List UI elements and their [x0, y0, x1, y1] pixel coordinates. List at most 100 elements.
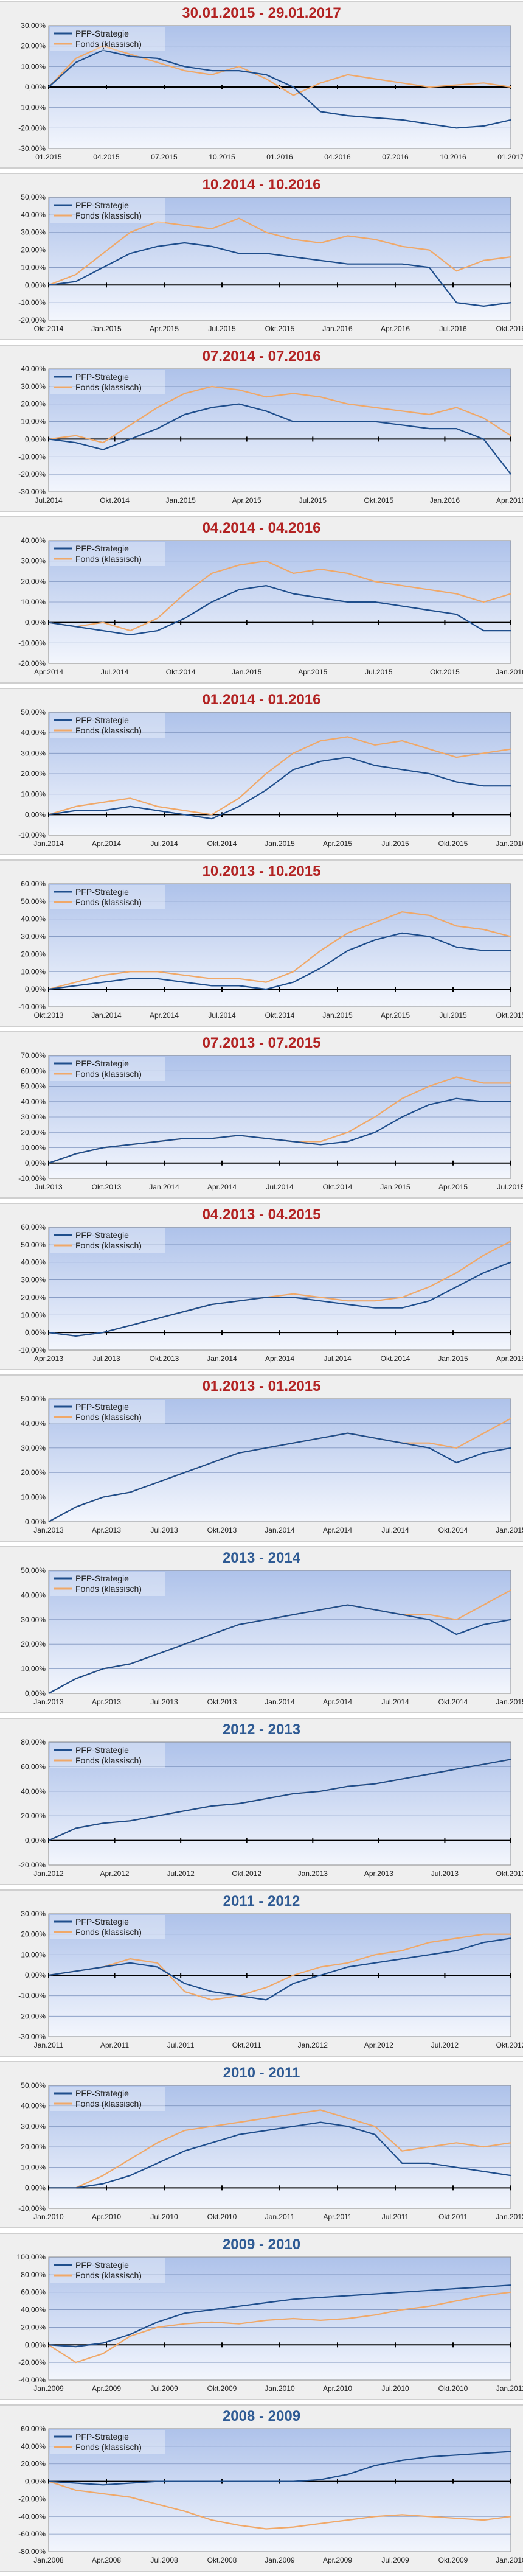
x-tick-label: Okt.2013 — [92, 1183, 122, 1191]
y-tick-label: -10,00% — [18, 639, 46, 647]
x-tick-label: 01.2015 — [35, 153, 62, 161]
x-tick-label: Apr.2014 — [92, 839, 121, 848]
x-tick-label: Jan.2016 — [322, 324, 353, 333]
y-tick-label: 20,00% — [21, 1293, 46, 1301]
x-tick-label: Apr.2014 — [323, 1526, 352, 1535]
y-tick-label: 60,00% — [21, 1066, 46, 1075]
x-tick-label: Apr.2013 — [92, 1526, 121, 1535]
x-tick-label: Jan.2014 — [265, 1526, 295, 1535]
y-tick-label: 20,00% — [21, 1930, 46, 1939]
y-tick-label: -10,00% — [18, 298, 46, 307]
x-tick-label: Jul.2011 — [382, 2213, 409, 2221]
legend-box — [50, 1400, 165, 1424]
legend-box — [50, 1228, 165, 1253]
y-tick-label: 0,00% — [25, 1836, 46, 1845]
legend-label: Fonds (klassisch) — [75, 2099, 142, 2109]
x-tick-label: Jan.2011 — [34, 2041, 64, 2049]
y-tick-label: 40,00% — [21, 365, 46, 373]
x-tick-label: Jul.2010 — [150, 2213, 178, 2221]
x-tick-label: Jan.2014 — [207, 1354, 237, 1363]
chart-svg: 70,00% 60,00% 50,00% 40,00% 30,00% 20,00% 10,0… — [18, 1051, 523, 1191]
x-tick-label: Apr.2012 — [364, 2041, 393, 2049]
x-tick-label: Jul.2012 — [167, 1869, 195, 1878]
x-tick-label: Okt.2015 — [438, 839, 468, 848]
legend-label: PFP-Strategie — [75, 1917, 129, 1927]
x-tick-label: Jan.2015 — [496, 1526, 523, 1535]
chart-title: 07.2013 - 07.2015 — [202, 1035, 321, 1051]
series-line-fonds-klassisch — [48, 45, 511, 96]
plot-area — [48, 1398, 511, 1522]
chart-title: 2008 - 2009 — [222, 2408, 301, 2424]
legend-label: PFP-Strategie — [75, 887, 129, 897]
series-line-fonds-klassisch — [48, 736, 511, 816]
y-tick-label: 20,00% — [21, 1468, 46, 1477]
plot-area — [48, 1741, 511, 1866]
x-tick-label: Okt.2015 — [265, 324, 295, 333]
y-tick-label: -10,00% — [18, 1346, 46, 1354]
legend-label: Fonds (klassisch) — [75, 2270, 142, 2280]
x-tick-label: Jan.2015 — [322, 1011, 353, 1020]
y-tick-label: 0,00% — [25, 2340, 46, 2349]
x-tick-label: Apr.2016 — [496, 496, 523, 505]
y-tick-label: 0,00% — [25, 1689, 46, 1698]
series-line-pfp-strategie — [49, 2121, 511, 2189]
legend-label: PFP-Strategie — [75, 2260, 129, 2270]
x-tick-label: Jan.2008 — [33, 2556, 64, 2564]
legend-label: Fonds (klassisch) — [75, 39, 142, 49]
x-tick-label: Okt.2014 — [166, 668, 196, 676]
y-tick-label: 10,00% — [21, 598, 46, 606]
y-tick-label: 20,00% — [21, 1811, 46, 1820]
series-line-pfp-strategie — [48, 2284, 511, 2348]
legend-label: Fonds (klassisch) — [75, 1584, 142, 1594]
chart-panel: 2011 - 2012 30,00% 20,00% 10,00% 0,00% -10,00… — [0, 1889, 523, 2057]
x-tick-label: Jan.2016 — [430, 496, 460, 505]
x-tick-label: Jul.2014 — [208, 1011, 236, 1020]
x-tick-label: Jan.2012 — [496, 2213, 523, 2221]
chart-panel: 2013 - 2014 50,00% 40,00% 30,00% 20,00% 10,00… — [0, 1546, 523, 1713]
x-tick-label: Okt.2014 — [381, 1354, 410, 1363]
y-tick-label: 50,00% — [21, 708, 46, 716]
series-line-fonds-klassisch — [49, 2109, 511, 2189]
x-tick-label: Jul.2014 — [150, 839, 178, 848]
y-tick-label: 30,00% — [21, 228, 46, 237]
x-tick-label: Jan.2016 — [496, 839, 523, 848]
legend-box — [50, 542, 165, 566]
y-tick-label: 30,00% — [21, 1444, 46, 1452]
y-tick-label: 40,00% — [21, 2306, 46, 2314]
x-tick-label: Jul.2015 — [365, 668, 393, 676]
y-tick-label: 40,00% — [21, 1591, 46, 1599]
x-tick-label: Apr.2015 — [438, 1183, 468, 1191]
y-tick-label: 60,00% — [21, 1223, 46, 1231]
chart-panel: 01.2014 - 01.2016 50,00% 40,00% 30,00% 20,00… — [0, 688, 523, 855]
x-tick-label: Jan.2016 — [496, 668, 523, 676]
y-tick-label: -20,00% — [18, 470, 46, 478]
y-tick-label: 0,00% — [25, 2477, 46, 2486]
y-tick-label: 0,00% — [25, 1517, 46, 1526]
y-tick-label: -30,00% — [18, 144, 46, 153]
x-tick-label: Jul.2015 — [381, 839, 409, 848]
x-tick-label: Apr.2015 — [496, 1354, 523, 1363]
series-line-fonds-klassisch — [48, 217, 511, 286]
series-line-pfp-strategie — [48, 584, 511, 635]
x-tick-label: Okt.2010 — [438, 2384, 468, 2393]
y-tick-label: 0,00% — [25, 618, 46, 627]
y-tick-label: 0,00% — [25, 281, 46, 289]
chart-panel: 10.2013 - 10.2015 60,00% 50,00% 40,00% 30,00… — [0, 859, 523, 1027]
legend-label: Fonds (klassisch) — [75, 1241, 142, 1250]
series-line-pfp-strategie — [48, 1937, 511, 2001]
series-line-pfp-strategie — [48, 403, 511, 475]
x-tick-label: Jan.2015 — [496, 1698, 523, 1706]
y-tick-label: 30,00% — [21, 1909, 46, 1918]
y-tick-label: 60,00% — [21, 880, 46, 888]
x-tick-label: Jul.2011 — [167, 2041, 195, 2049]
chart-title: 04.2013 - 04.2015 — [202, 1206, 321, 1223]
x-tick-label: Jul.2014 — [324, 1354, 352, 1363]
legend-label: Fonds (klassisch) — [75, 554, 142, 564]
y-tick-label: 70,00% — [21, 1051, 46, 1060]
x-tick-label: Jan.2015 — [232, 668, 262, 676]
legend-box — [50, 1057, 165, 1081]
x-tick-label: Jul.2014 — [101, 668, 129, 676]
plot-area — [48, 2428, 511, 2552]
